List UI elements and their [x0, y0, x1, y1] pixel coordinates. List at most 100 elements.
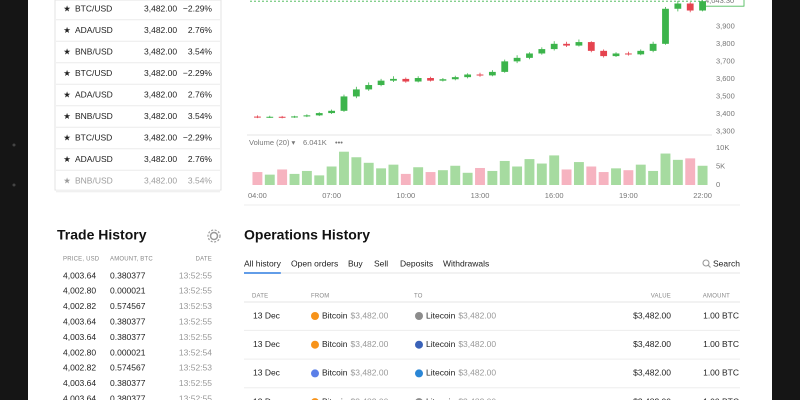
pair[interactable]: ADA/USD — [75, 154, 113, 164]
candle-body — [451, 77, 459, 80]
coin-icon — [311, 369, 319, 378]
candle-body — [427, 78, 434, 81]
coin-name: Litecoin — [426, 310, 456, 320]
search[interactable]: Search — [713, 258, 740, 268]
time-tick-label: 22:00 — [693, 191, 712, 200]
volume-bar — [326, 166, 337, 185]
star[interactable]: ★ — [63, 46, 71, 56]
star[interactable]: ★ — [63, 154, 71, 164]
star[interactable]: ★ — [63, 68, 71, 78]
trade-price: 4,003.64 — [63, 378, 96, 388]
tab[interactable]: Buy — [348, 258, 363, 268]
coin-amount: $3,482.00 — [458, 310, 496, 320]
volume-bar — [462, 172, 473, 185]
candle-body — [538, 49, 546, 54]
time-tick-label: 04:00 — [248, 191, 267, 200]
pair[interactable]: BTC/USD — [75, 132, 112, 142]
column-header: PRICE, USD — [63, 257, 100, 263]
fade — [56, 176, 220, 190]
coin-amount: $3,482.00 — [351, 368, 389, 378]
pair[interactable]: BNB/USD — [75, 46, 113, 56]
candle-body — [587, 42, 595, 51]
tab[interactable]: Open orders — [291, 258, 338, 268]
gear[interactable] — [209, 231, 219, 241]
volume-bar — [437, 170, 448, 185]
volume-bar — [314, 175, 325, 185]
pair[interactable]: BNB/USD — [75, 111, 113, 121]
coin-amount: $3,482.00 — [351, 339, 389, 349]
trade-time: 13:52:55 — [179, 393, 212, 400]
tab[interactable]: Withdrawals — [443, 258, 489, 268]
coin-amount: $3,482.00 — [458, 368, 496, 378]
volume-bar — [549, 155, 560, 185]
bezel-right — [772, 0, 800, 400]
change: 3.54% — [188, 46, 213, 56]
trade-price: 4,002.82 — [63, 301, 96, 311]
column-header: VALUE — [651, 294, 671, 300]
price: 3,482.00 — [144, 154, 177, 164]
candle-body — [686, 3, 694, 11]
coin-icon — [311, 340, 319, 349]
volume-title[interactable]: Volume (20) ▾ — [249, 138, 296, 147]
star[interactable]: ★ — [63, 132, 71, 142]
price-tick-label: 3,300 — [716, 126, 735, 135]
settings-icon[interactable] — [207, 229, 221, 243]
volume-bar — [660, 153, 671, 185]
volume-bar — [339, 151, 349, 185]
star[interactable]: ★ — [63, 25, 71, 35]
price: 3,482.00 — [144, 68, 177, 78]
gear-teeth[interactable] — [207, 229, 221, 243]
coin-name: Litecoin — [426, 368, 456, 378]
pair[interactable]: BTC/USD — [75, 3, 112, 13]
candle-body — [674, 3, 682, 9]
trade-amount: 0.380377 — [110, 316, 146, 326]
trade-history-title: Trade History — [57, 227, 147, 243]
price-tick-label: 3,700 — [716, 56, 735, 65]
time-tick-label: 19:00 — [619, 191, 638, 200]
trade-time: 13:52:53 — [179, 363, 212, 373]
volume-menu[interactable]: ••• — [335, 138, 343, 147]
star[interactable]: ★ — [63, 89, 71, 99]
price: 3,482.00 — [144, 89, 177, 99]
coin-name: Bitcoin — [322, 339, 348, 349]
pair[interactable]: ADA/USD — [75, 89, 113, 99]
price-tick-label: 3,800 — [716, 39, 735, 48]
star[interactable]: ★ — [63, 111, 71, 121]
volume-bar — [277, 169, 288, 185]
op-date: 13 Dec — [253, 310, 281, 320]
price-tick-label: 3,500 — [716, 91, 735, 100]
candle-body — [266, 116, 274, 118]
volume-bar — [672, 159, 683, 185]
trade-time: 13:52:53 — [179, 301, 212, 311]
volume-bar — [648, 170, 659, 185]
volume-bar — [413, 167, 424, 185]
magnifier[interactable] — [702, 259, 710, 267]
trade-price: 4,003.64 — [63, 270, 96, 280]
tab[interactable]: All history — [244, 258, 282, 268]
change: −2.29% — [183, 68, 213, 78]
volume-bar — [561, 169, 572, 185]
tab[interactable]: Deposits — [400, 258, 433, 268]
star[interactable]: ★ — [63, 3, 71, 13]
tab[interactable]: Sell — [374, 258, 388, 268]
pair[interactable]: ADA/USD — [75, 25, 113, 35]
volume-bar — [487, 170, 498, 185]
search-icon[interactable] — [702, 259, 711, 268]
volume-bar — [611, 168, 621, 185]
bezel-left — [0, 0, 28, 400]
candle-body — [414, 78, 422, 82]
candle-body — [303, 115, 311, 117]
candle-body — [464, 74, 472, 78]
coin-icon — [415, 340, 423, 349]
trade-price: 4,003.64 — [63, 316, 96, 326]
markets-panel — [54, 0, 222, 191]
candle-body — [476, 74, 484, 76]
trade-price: 4,003.64 — [63, 332, 96, 342]
volume-bar — [363, 162, 374, 185]
candle-body — [328, 110, 336, 114]
change: 2.76% — [188, 89, 213, 99]
trade-amount: 0.380377 — [110, 270, 146, 280]
pair[interactable]: BTC/USD — [75, 68, 112, 78]
magnifier-handle[interactable] — [707, 264, 711, 268]
time-tick-label: 07:00 — [322, 191, 341, 200]
